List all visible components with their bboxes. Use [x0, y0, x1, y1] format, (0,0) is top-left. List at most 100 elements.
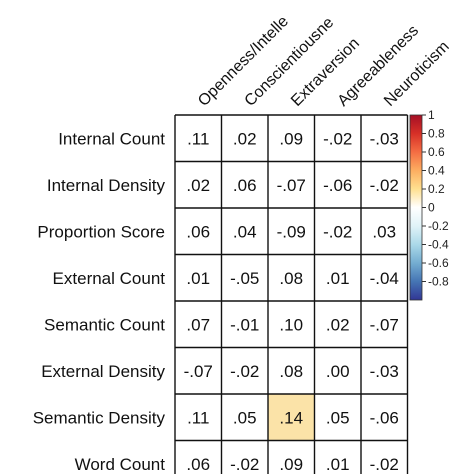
heatmap-cell: [268, 208, 315, 255]
heatmap-cell: [314, 394, 361, 441]
cell-value-label: -.07: [277, 176, 306, 195]
heatmap-cell: [175, 161, 222, 208]
cell-value-label: -.02: [370, 176, 399, 195]
heatmap-cell: [268, 347, 315, 394]
colorbar-tick-label: -0.8: [428, 275, 449, 289]
cell-value-label: -.02: [230, 362, 259, 381]
cell-value-label: .00: [326, 362, 350, 381]
cell-value-label: .04: [233, 222, 257, 241]
cell-value-label: -.02: [323, 129, 352, 148]
cell-value-label: .11: [187, 408, 209, 427]
colorbar-tick-label: -0.4: [428, 238, 449, 252]
cell-value-label: -.02: [323, 222, 352, 241]
row-label: Proportion Score: [37, 222, 165, 241]
row-label: Semantic Density: [33, 408, 166, 427]
heatmap-cell: [314, 254, 361, 301]
cell-value-label: -.04: [370, 269, 399, 288]
cell-value-label: .09: [279, 129, 303, 148]
colorbar-tick-label: 0: [428, 201, 435, 215]
colorbar-tick-label: 0.4: [428, 164, 445, 178]
heatmap-cell: [268, 394, 315, 441]
heatmap-cell: [314, 347, 361, 394]
colorbar-tick-label: 0.6: [428, 145, 445, 159]
heatmap-cell: [361, 394, 408, 441]
heatmap-cell: [361, 347, 408, 394]
heatmap-cell: [314, 440, 361, 474]
cell-value-label: -.03: [370, 129, 399, 148]
heatmap-cell: [361, 440, 408, 474]
column-labels: Openness/IntelleConscientiousneExtravers…: [195, 13, 453, 110]
heatmap-cell: [175, 394, 222, 441]
heatmap-cell: [314, 115, 361, 162]
column-label: Agreeableness: [335, 22, 423, 110]
heatmap-cell: [175, 301, 222, 348]
cell-value-label: .09: [279, 455, 303, 474]
heatmap-cell: [268, 254, 315, 301]
heatmap-cell: [221, 161, 268, 208]
colorbar-tick-label: 0.2: [428, 182, 445, 196]
cell-value-label: .02: [326, 315, 350, 334]
row-label: Semantic Count: [44, 315, 165, 334]
cell-value-label: -.06: [323, 176, 352, 195]
cell-value-label: .01: [326, 455, 350, 474]
cell-value-label: -.01: [230, 315, 259, 334]
colorbar-tick-label: -0.2: [428, 219, 449, 233]
cell-value-label: .07: [186, 315, 210, 334]
heatmap-cell: [221, 394, 268, 441]
heatmap-cell: [175, 440, 222, 474]
colorbar-bar: [409, 114, 423, 301]
cell-value-label: -.02: [230, 455, 259, 474]
cell-value-label: .06: [186, 222, 210, 241]
heatmap-cell: [221, 115, 268, 162]
heatmap-cell: [221, 347, 268, 394]
heatmap-cell: [361, 301, 408, 348]
cell-value-label: .05: [233, 408, 257, 427]
cell-value-label: .11: [187, 129, 209, 148]
cell-value-label: .14: [279, 408, 303, 427]
heatmap-grid: [174, 114, 409, 474]
cell-value-label: .08: [279, 269, 303, 288]
heatmap-cell: [221, 301, 268, 348]
row-label: External Density: [41, 362, 165, 381]
row-label: Word Count: [75, 455, 166, 474]
heatmap-cell: [221, 440, 268, 474]
heatmap-cell: [175, 347, 222, 394]
cell-value-label: -.03: [370, 362, 399, 381]
heatmap-cell: [314, 208, 361, 255]
cell-value-label: .06: [186, 455, 210, 474]
heatmap-cell: [268, 115, 315, 162]
cell-value-label: -.07: [184, 362, 213, 381]
colorbar-tick-label: 1: [428, 108, 435, 122]
cell-value-label: .01: [326, 269, 350, 288]
heatmap-cell: [361, 254, 408, 301]
cell-value-label: .08: [279, 362, 303, 381]
cell-value-label: .03: [372, 222, 396, 241]
heatmap-cell: [268, 301, 315, 348]
row-label: Internal Count: [58, 129, 165, 148]
cell-value-label: .06: [233, 176, 257, 195]
heatmap-cell: [361, 208, 408, 255]
heatmap-cell: [361, 115, 408, 162]
heatmap-cell: [221, 254, 268, 301]
colorbar: 1 0.8 0.6 0.4 0.2 0 -0.2 -0.4 -0.6 -0.8: [409, 108, 449, 301]
cell-value-label: .02: [186, 176, 210, 195]
cell-value-label: .02: [233, 129, 257, 148]
cell-value-label: -.02: [370, 455, 399, 474]
heatmap-cells: .11 .02 .09 -.02 -.03 .02 .06 -.07 -.06 -.02 .06 .0…: [175, 115, 408, 474]
heatmap-cell: [361, 161, 408, 208]
heatmap-cell: [314, 301, 361, 348]
heatmap-cell: [314, 161, 361, 208]
cell-value-label: -.09: [277, 222, 306, 241]
heatmap-cell: [268, 161, 315, 208]
cell-value-label: .10: [279, 315, 303, 334]
cell-value-label: .05: [326, 408, 350, 427]
heatmap-cell: [175, 254, 222, 301]
cell-value-label: -.06: [370, 408, 399, 427]
heatmap-cell: [175, 115, 222, 162]
colorbar-tick-label: -0.6: [428, 256, 449, 270]
row-labels: Internal Count Internal Density Proportion…: [33, 129, 166, 474]
heatmap-cell: [175, 208, 222, 255]
cell-value-label: .01: [186, 269, 210, 288]
cell-value-label: -.05: [230, 269, 259, 288]
